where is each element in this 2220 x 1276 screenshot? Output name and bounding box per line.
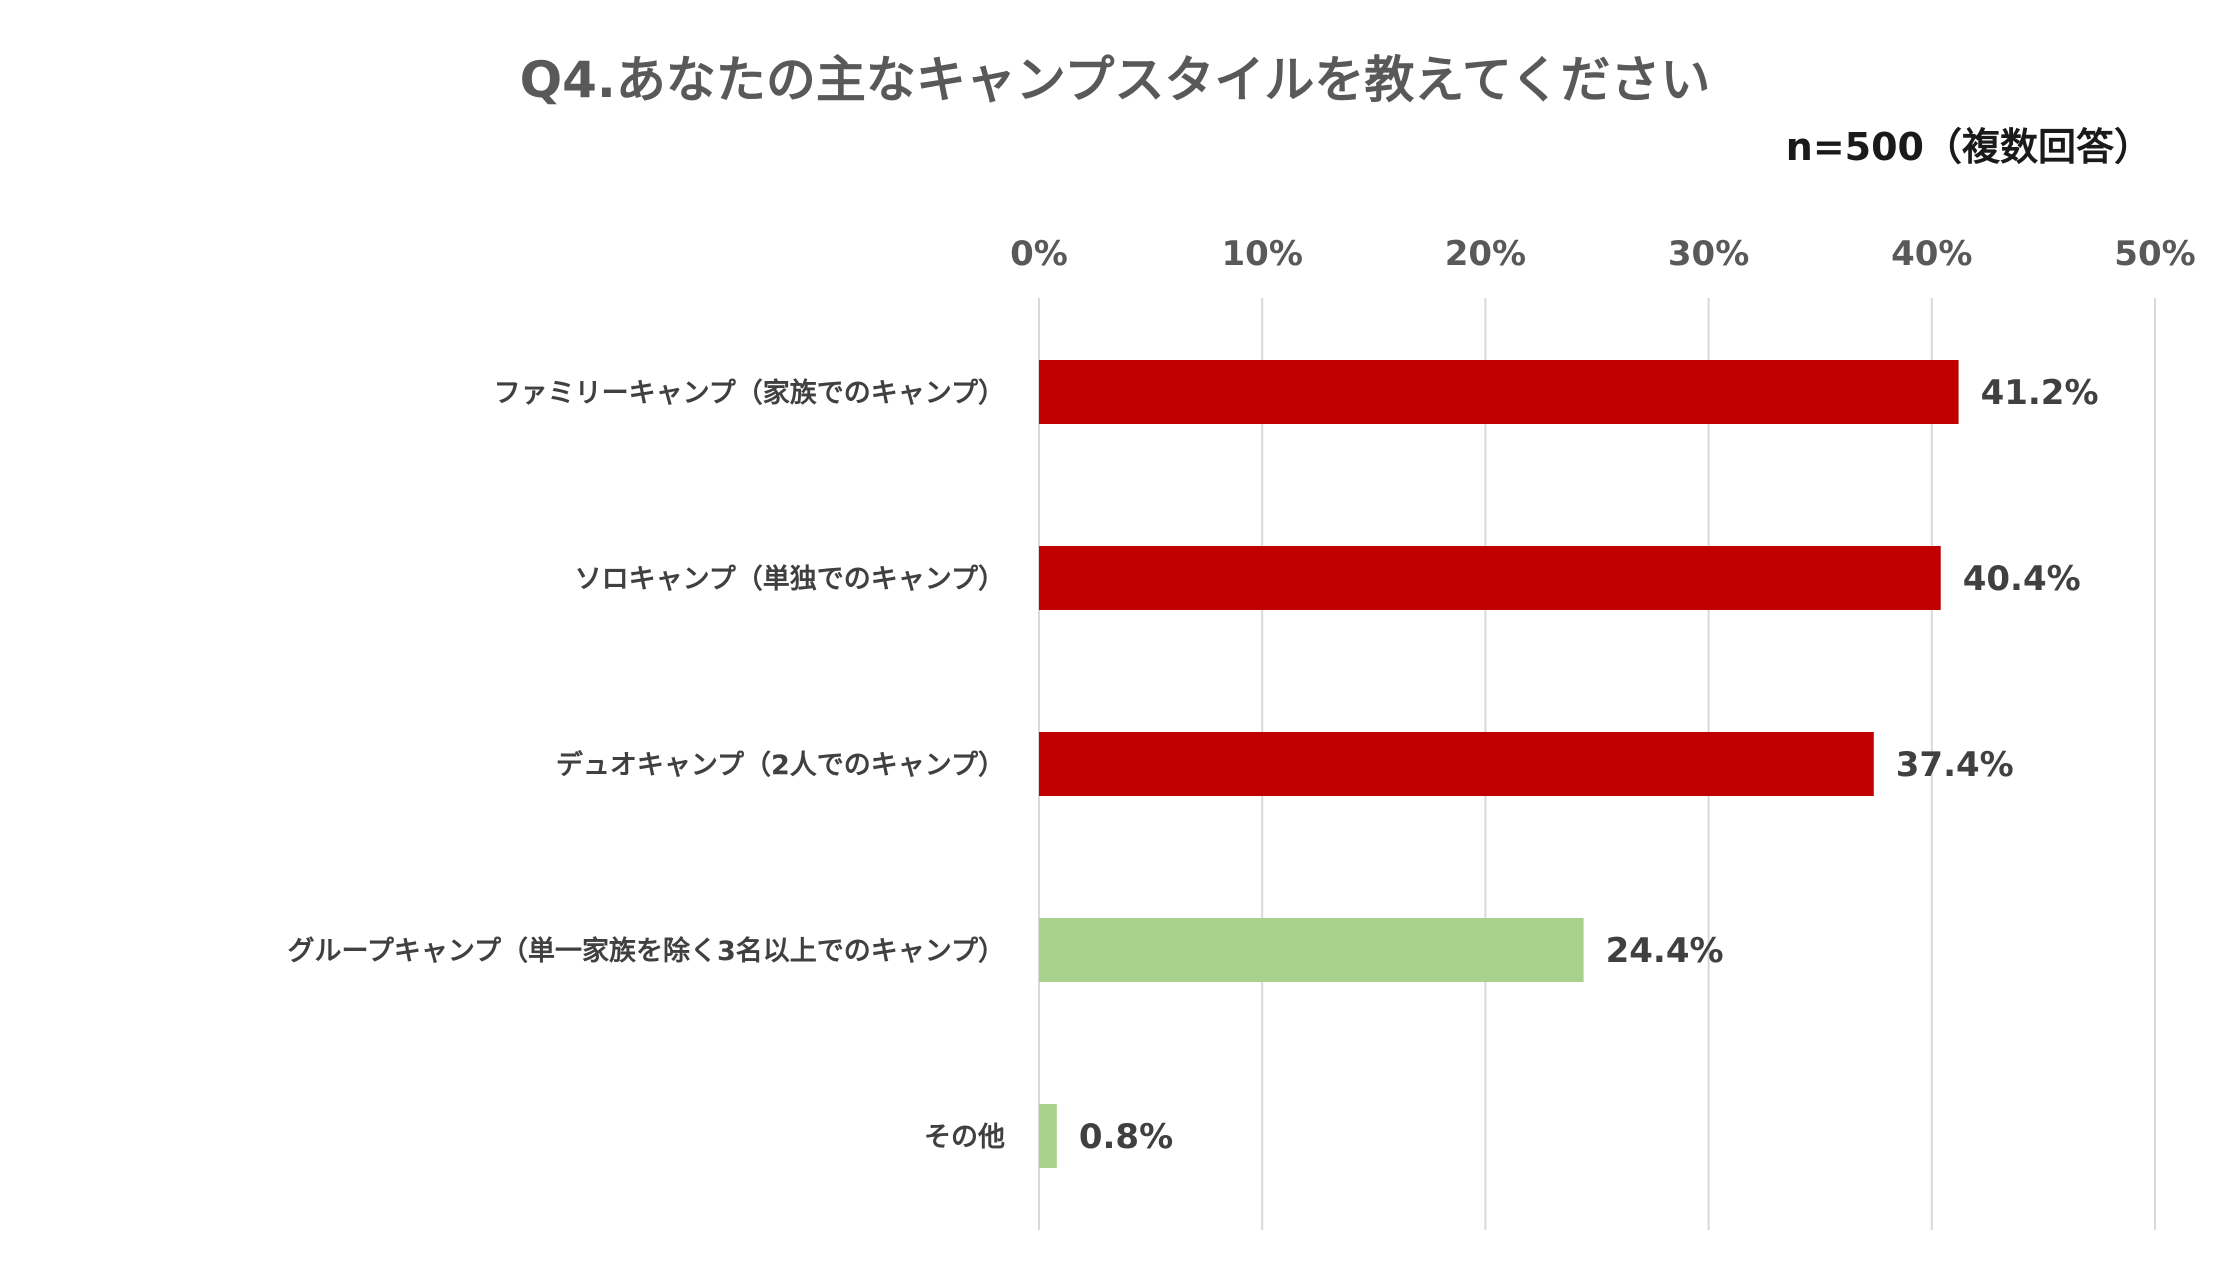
bar-5 <box>1039 1104 1057 1168</box>
category-label: デュオキャンプ（2人でのキャンプ） <box>556 749 1005 781</box>
chart-subtitle: n=500（複数回答） <box>1786 125 2152 169</box>
category-label: その他 <box>924 1122 1005 1153</box>
data-label: 40.4% <box>1963 559 2081 599</box>
x-tick-label: 30% <box>1668 234 1749 274</box>
category-label: ソロキャンプ（単独でのキャンプ） <box>575 563 1005 595</box>
x-tick-label: 40% <box>1891 234 1972 274</box>
category-label: グループキャンプ（単一家族を除く3名以上でのキャンプ） <box>287 935 1005 967</box>
category-label: ファミリーキャンプ（家族でのキャンプ） <box>494 377 1005 409</box>
category-labels: ファミリーキャンプ（家族でのキャンプ） ソロキャンプ（単独でのキャンプ） デュオキャ… <box>287 377 1005 1153</box>
x-tick-label: 20% <box>1445 234 1526 274</box>
bar-2 <box>1039 546 1941 610</box>
data-label: 41.2% <box>1981 373 2099 413</box>
x-axis-ticks: 0% 10% 20% 30% 40% 50% <box>1010 234 2196 274</box>
bar-3 <box>1039 732 1874 796</box>
data-labels: 41.2% 40.4% 37.4% 24.4% 0.8% <box>1079 373 2099 1157</box>
x-tick-label: 0% <box>1010 234 1068 274</box>
bars <box>1039 360 1959 1168</box>
bar-1 <box>1039 360 1959 424</box>
data-label: 0.8% <box>1079 1117 1173 1157</box>
data-label: 37.4% <box>1896 745 2014 785</box>
x-tick-label: 10% <box>1222 234 1303 274</box>
data-label: 24.4% <box>1606 931 1724 971</box>
x-tick-label: 50% <box>2114 234 2195 274</box>
chart-title: Q4.あなたの主なキャンプスタイルを教えてください <box>520 51 1711 109</box>
bar-4 <box>1039 918 1584 982</box>
